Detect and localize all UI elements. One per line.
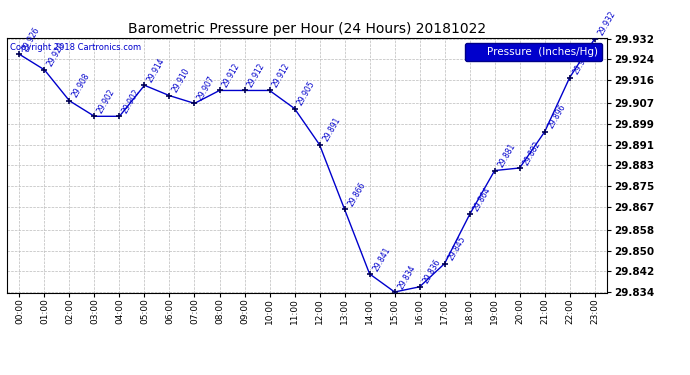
Title: Barometric Pressure per Hour (24 Hours) 20181022: Barometric Pressure per Hour (24 Hours) … xyxy=(128,22,486,36)
Text: 29.881: 29.881 xyxy=(496,142,517,169)
Text: 29.905: 29.905 xyxy=(296,80,317,107)
Text: Copyright 2018 Cartronics.com: Copyright 2018 Cartronics.com xyxy=(10,43,141,52)
Text: 29.917: 29.917 xyxy=(571,49,592,76)
Text: 29.845: 29.845 xyxy=(446,235,467,262)
Text: 29.910: 29.910 xyxy=(171,67,192,94)
Text: 29.920: 29.920 xyxy=(46,41,67,68)
Text: 29.882: 29.882 xyxy=(521,140,542,166)
Text: 29.926: 29.926 xyxy=(21,26,42,53)
Text: 29.902: 29.902 xyxy=(96,87,117,115)
Text: 29.907: 29.907 xyxy=(196,74,217,102)
Text: 29.908: 29.908 xyxy=(71,72,92,99)
Text: 29.912: 29.912 xyxy=(246,62,267,89)
Text: 29.914: 29.914 xyxy=(146,57,167,84)
Text: 29.834: 29.834 xyxy=(396,263,417,291)
Text: 29.841: 29.841 xyxy=(371,245,392,273)
Text: 29.912: 29.912 xyxy=(271,62,292,89)
Legend: Pressure  (Inches/Hg): Pressure (Inches/Hg) xyxy=(465,43,602,61)
Text: 29.866: 29.866 xyxy=(346,180,367,208)
Text: 29.836: 29.836 xyxy=(421,258,442,285)
Text: 29.896: 29.896 xyxy=(546,103,567,130)
Text: 29.932: 29.932 xyxy=(596,10,617,38)
Text: 29.912: 29.912 xyxy=(221,62,242,89)
Text: 29.864: 29.864 xyxy=(471,186,492,213)
Text: 29.902: 29.902 xyxy=(121,87,142,115)
Text: 29.891: 29.891 xyxy=(321,116,342,143)
